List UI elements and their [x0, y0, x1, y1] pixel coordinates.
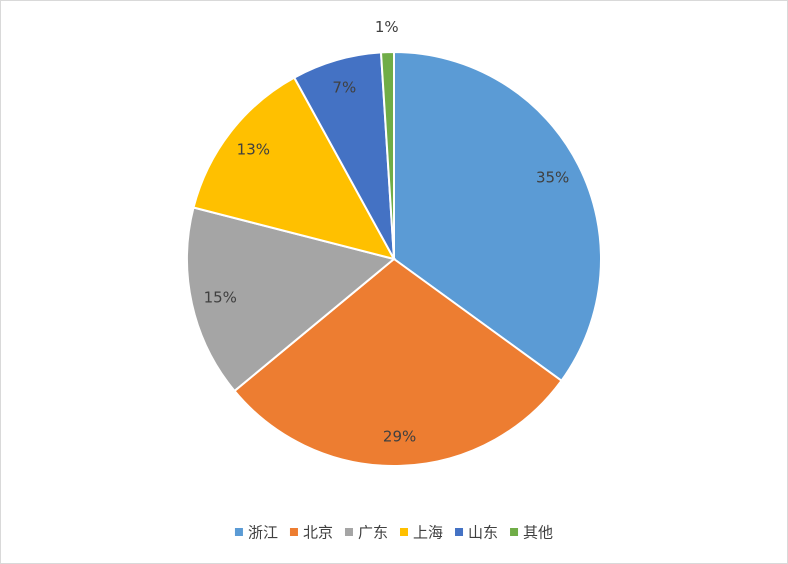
- legend-marker: [455, 528, 464, 536]
- legend-marker: [234, 528, 243, 536]
- pie-slice: [186, 206, 397, 393]
- legend-marker: [344, 528, 353, 536]
- legend-marker: [510, 528, 519, 536]
- legend-marker: [289, 528, 298, 536]
- legend-label: 广东: [358, 524, 388, 542]
- legend-label: 浙江: [248, 524, 278, 542]
- legend-label: 上海: [413, 524, 443, 542]
- data-label: 13%: [237, 140, 270, 158]
- pie-slice: [233, 257, 563, 467]
- data-label: 7%: [332, 79, 356, 97]
- legend: 浙江 北京 广东 上海 山东 其他: [234, 524, 553, 542]
- pie-slice: [192, 76, 396, 261]
- data-label: 29%: [383, 427, 416, 445]
- legend-label: 其他: [523, 524, 553, 542]
- legend-label: 山东: [468, 524, 498, 542]
- data-label: 1%: [375, 18, 399, 36]
- data-label: 35%: [536, 169, 569, 187]
- legend-marker: [400, 528, 408, 536]
- data-label: 15%: [204, 288, 237, 306]
- pie-slice: [379, 50, 395, 260]
- pie-slice: [393, 50, 602, 383]
- legend-label: 北京: [303, 524, 333, 542]
